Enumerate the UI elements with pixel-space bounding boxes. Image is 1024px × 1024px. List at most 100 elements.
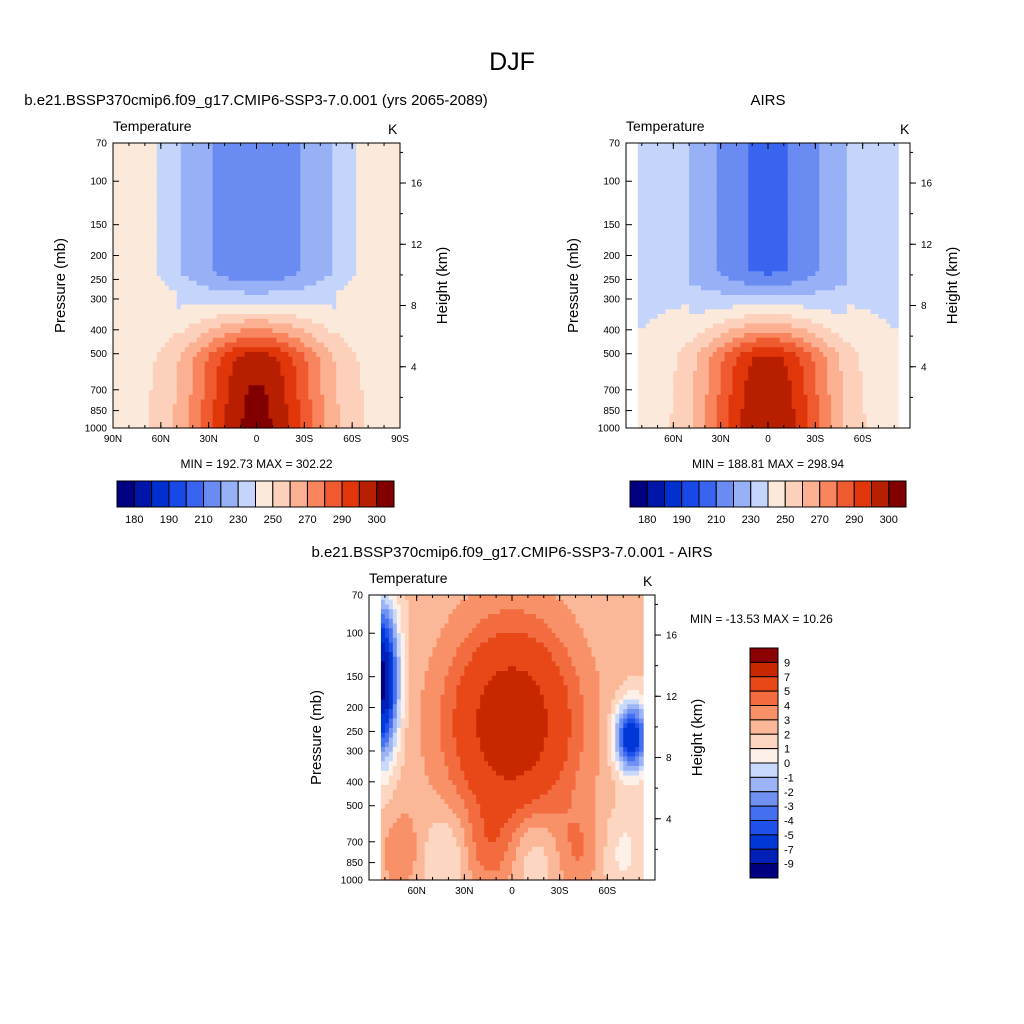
pressure-tick-label: 150 [90,220,107,231]
colorbar-swatch [749,820,779,836]
height-tick-label: 4 [666,814,672,825]
pressure-tick-label: 100 [346,629,363,640]
pressure-tick-label: 250 [603,275,620,286]
height-tick-label: 16 [921,179,933,190]
latitude-tick-label: 30S [806,434,824,445]
panel-2-variable-label: Temperature [626,118,705,134]
height-axis-label: Height (km) [689,699,706,777]
latitude-tick-label: 90N [104,434,122,445]
colorbar-label: 190 [673,514,691,526]
colorbar-label: 0 [784,758,790,770]
pressure-tick-label: 1000 [341,876,364,887]
height-tick-label: 12 [666,692,678,703]
colorbar-label: -7 [784,844,794,856]
latitude-tick-label: 30N [455,886,473,897]
colorbar-label: 1 [784,744,790,756]
pressure-tick-label: 1000 [598,424,621,435]
pressure-tick-label: 700 [603,385,620,396]
panel-2-chart: 70 100 150 200 250 300 400 500 700 850 1000 16 12 8 4 6… [565,139,961,527]
pressure-axis-label: Pressure (mb) [565,238,582,333]
pressure-tick-label: 200 [603,251,620,262]
colorbar-label: 180 [125,514,143,526]
pressure-tick-label: 400 [346,777,363,788]
height-axis-label: Height (km) [434,247,451,325]
latitude-tick-label: 90S [391,434,409,445]
pressure-tick-label: 850 [603,406,620,417]
pressure-tick-label: 300 [603,294,620,305]
pressure-tick-label: 250 [90,275,107,286]
colorbar-label: 4 [784,701,790,713]
colorbar-label: 270 [811,514,829,526]
pressure-tick-label: 70 [352,591,364,602]
height-tick-label: 12 [411,240,423,251]
latitude-tick-label: 60N [407,886,425,897]
pressure-tick-label: 400 [603,325,620,336]
pressure-tick-label: 70 [96,139,108,150]
colorbar-label: -1 [784,772,794,784]
colorbar-swatch [749,748,779,764]
latitude-tick-label: 30S [551,886,569,897]
pressure-tick-label: 850 [346,858,363,869]
colorbar-label: 210 [194,514,212,526]
colorbar-label: -5 [784,830,794,842]
height-tick-label: 8 [921,301,927,312]
panel-2-units-label: K [900,121,910,137]
colorbar-label: -9 [784,859,794,871]
colorbar-swatch [749,719,779,735]
height-tick-label: 16 [411,179,423,190]
pressure-tick-label: 850 [90,406,107,417]
pressure-tick-label: 500 [90,349,107,360]
panel-3-title: b.e21.BSSP370cmip6.f09_g17.CMIP6-SSP3-7.… [311,544,713,561]
colorbar-label: 5 [784,686,790,698]
panel-1-variable-label: Temperature [113,118,192,134]
latitude-tick-label: 60S [598,886,616,897]
height-tick-label: 8 [411,301,417,312]
pressure-tick-label: 150 [346,672,363,683]
colorbar-swatch [749,791,779,807]
panel-2-title: AIRS [750,92,786,109]
colorbar-label: 290 [845,514,863,526]
colorbar-label: 250 [776,514,794,526]
height-tick-label: 12 [921,240,933,251]
pressure-tick-label: 1000 [85,424,108,435]
page-title: DJF [489,48,535,76]
pressure-tick-label: 100 [603,177,620,188]
colorbar-swatch [888,480,907,508]
colorbar-label: 270 [298,514,316,526]
panel-3-stats: MIN = -13.53 MAX = 10.26 [690,612,833,626]
latitude-tick-label: 0 [765,434,771,445]
colorbar-label: 2 [784,729,790,741]
colorbar-swatch [749,776,779,793]
colorbar-label: 7 [784,672,790,684]
colorbar-swatch [749,762,779,778]
latitude-tick-label: 0 [509,886,515,897]
pressure-tick-label: 150 [603,220,620,231]
colorbar-label: 180 [638,514,656,526]
colorbar-label: -2 [784,787,794,799]
height-tick-label: 4 [921,362,927,373]
panel-3-contour-field [380,595,644,881]
latitude-tick-label: 60S [854,434,872,445]
height-tick-label: 8 [666,753,672,764]
pressure-tick-label: 400 [90,325,107,336]
panel-1-title: b.e21.BSSP370cmip6.f09_g17.CMIP6-SSP3-7.… [24,92,488,109]
panel-2-stats: MIN = 188.81 MAX = 298.94 [691,457,845,471]
colorbar-swatch [749,863,779,879]
colorbar-label: -3 [784,801,794,813]
pressure-tick-label: 100 [90,177,107,188]
colorbar-swatch [376,480,395,508]
latitude-tick-label: 60N [664,434,682,445]
colorbar-label: 300 [368,514,386,526]
pressure-axis-label: Pressure (mb) [308,690,325,785]
panel-1-stats: MIN = 192.73 MAX = 302.22 [180,457,333,471]
panel-3-units-label: K [643,573,653,589]
pressure-tick-label: 200 [346,703,363,714]
panel-1-chart: 70 100 150 200 250 300 400 500 700 850 1000 16 12 8 4 9… [52,139,451,527]
pressure-tick-label: 700 [90,385,107,396]
colorbar-label: -4 [784,816,794,828]
pressure-tick-label: 700 [346,837,363,848]
panel-1-contour-field [113,143,401,429]
panel-3-variable-label: Temperature [369,570,448,586]
colorbar-label: 3 [784,715,790,727]
